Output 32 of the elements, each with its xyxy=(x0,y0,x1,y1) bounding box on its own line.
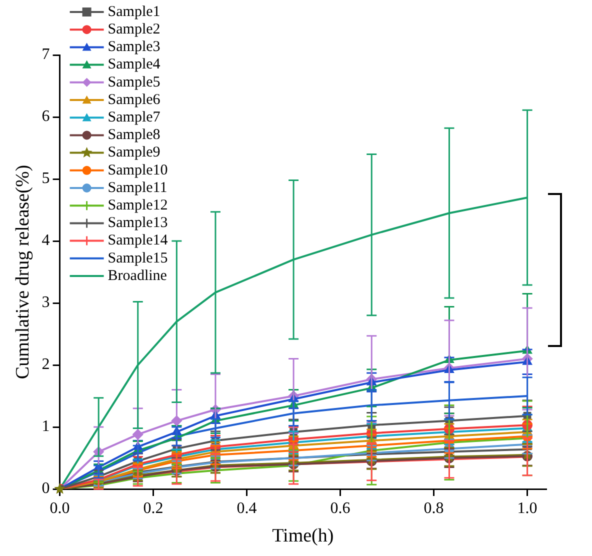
legend-label: Sample3 xyxy=(108,39,160,56)
legend-label: Sample9 xyxy=(108,144,160,161)
legend-label: Sample8 xyxy=(108,127,160,144)
legend-label: Broadline xyxy=(108,268,168,284)
y-tick-label: 7 xyxy=(42,46,50,64)
y-tick-label: 5 xyxy=(42,170,50,188)
legend-label: Sample6 xyxy=(108,92,161,108)
legend-label: Sample13 xyxy=(108,215,168,232)
x-axis-title: Time(h) xyxy=(272,526,334,547)
x-tick-label: 1.0 xyxy=(517,500,538,517)
legend-label: Sample11 xyxy=(108,180,168,196)
y-tick-label: 4 xyxy=(42,232,50,250)
y-tick-label: 6 xyxy=(42,108,50,126)
x-tick-label: 0.6 xyxy=(330,500,350,517)
y-axis-title: Cumulative drug release(%) xyxy=(12,164,34,380)
legend-label: Sample1 xyxy=(108,4,160,20)
legend-label: Sample14 xyxy=(108,232,168,249)
y-tick-label: 3 xyxy=(42,294,50,312)
legend-label: Sample7 xyxy=(108,110,161,126)
x-tick-label: 0.0 xyxy=(50,500,70,517)
x-tick-label: 0.2 xyxy=(143,500,164,517)
legend-label: Sample10 xyxy=(108,162,168,178)
y-tick-label: 1 xyxy=(42,418,50,436)
y-tick-label: 0 xyxy=(42,480,50,498)
legend-label: Sample2 xyxy=(108,22,160,38)
legend-label: Sample15 xyxy=(108,250,168,266)
y-tick-label: 2 xyxy=(42,356,50,374)
legend-label: Sample4 xyxy=(108,56,161,73)
legend-label: Sample12 xyxy=(108,198,168,214)
legend-label: Sample5 xyxy=(108,74,160,90)
x-tick-label: 0.4 xyxy=(236,500,257,517)
x-tick-label: 0.8 xyxy=(424,500,444,517)
